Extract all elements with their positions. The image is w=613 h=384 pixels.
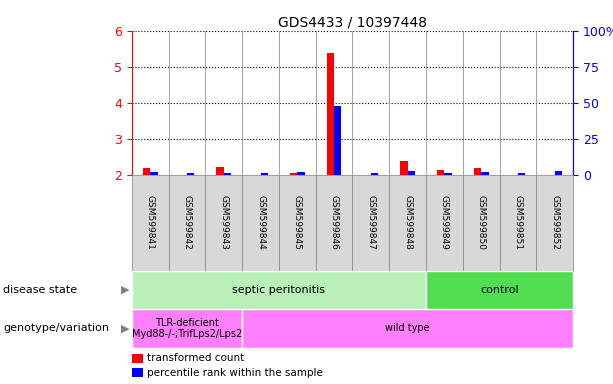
Bar — [555, 171, 562, 175]
Bar — [297, 172, 305, 175]
Bar — [205, 175, 242, 271]
Text: GSM599843: GSM599843 — [219, 195, 228, 250]
Bar — [474, 168, 481, 175]
Bar — [187, 172, 194, 175]
Text: GSM599849: GSM599849 — [440, 195, 449, 250]
Bar — [444, 172, 452, 175]
Bar — [132, 309, 242, 348]
Bar — [334, 106, 341, 175]
Bar — [224, 172, 231, 175]
Bar — [481, 172, 489, 175]
Bar — [408, 171, 415, 175]
Bar — [426, 175, 463, 271]
Text: ▶: ▶ — [121, 323, 129, 333]
Text: percentile rank within the sample: percentile rank within the sample — [147, 368, 323, 378]
Text: disease state: disease state — [3, 285, 77, 295]
Bar — [400, 161, 408, 175]
Text: GSM599845: GSM599845 — [293, 195, 302, 250]
Bar — [216, 167, 224, 175]
Text: GSM599847: GSM599847 — [367, 195, 375, 250]
Bar — [352, 175, 389, 271]
Text: control: control — [480, 285, 519, 295]
Bar — [518, 172, 525, 175]
Text: GSM599852: GSM599852 — [550, 195, 559, 250]
Bar — [132, 271, 426, 309]
Text: GSM599842: GSM599842 — [183, 195, 191, 250]
Text: septic peritonitis: septic peritonitis — [232, 285, 326, 295]
Bar — [500, 175, 536, 271]
Bar — [261, 172, 268, 175]
Text: TLR-deficient
Myd88-/-;TrifLps2/Lps2: TLR-deficient Myd88-/-;TrifLps2/Lps2 — [132, 318, 242, 339]
Text: GSM599846: GSM599846 — [330, 195, 338, 250]
Text: wild type: wild type — [386, 323, 430, 333]
Bar — [169, 175, 205, 271]
Bar — [371, 172, 378, 175]
Bar — [316, 175, 352, 271]
Text: GSM599848: GSM599848 — [403, 195, 412, 250]
Bar — [327, 53, 334, 175]
Bar — [143, 168, 150, 175]
Bar — [426, 271, 573, 309]
Bar — [536, 175, 573, 271]
Text: genotype/variation: genotype/variation — [3, 323, 109, 333]
Bar — [132, 368, 143, 377]
Text: transformed count: transformed count — [147, 353, 245, 364]
Title: GDS4433 / 10397448: GDS4433 / 10397448 — [278, 16, 427, 30]
Bar — [132, 175, 169, 271]
Text: ▶: ▶ — [121, 285, 129, 295]
Bar — [463, 175, 500, 271]
Bar — [279, 175, 316, 271]
Bar — [389, 175, 426, 271]
Bar — [290, 173, 297, 175]
Bar — [150, 172, 158, 175]
Bar — [242, 175, 279, 271]
Text: GSM599851: GSM599851 — [514, 195, 522, 250]
Bar — [132, 354, 143, 363]
Text: GSM599841: GSM599841 — [146, 195, 154, 250]
Bar — [242, 309, 573, 348]
Text: GSM599844: GSM599844 — [256, 195, 265, 250]
Text: GSM599850: GSM599850 — [477, 195, 485, 250]
Bar — [437, 170, 444, 175]
